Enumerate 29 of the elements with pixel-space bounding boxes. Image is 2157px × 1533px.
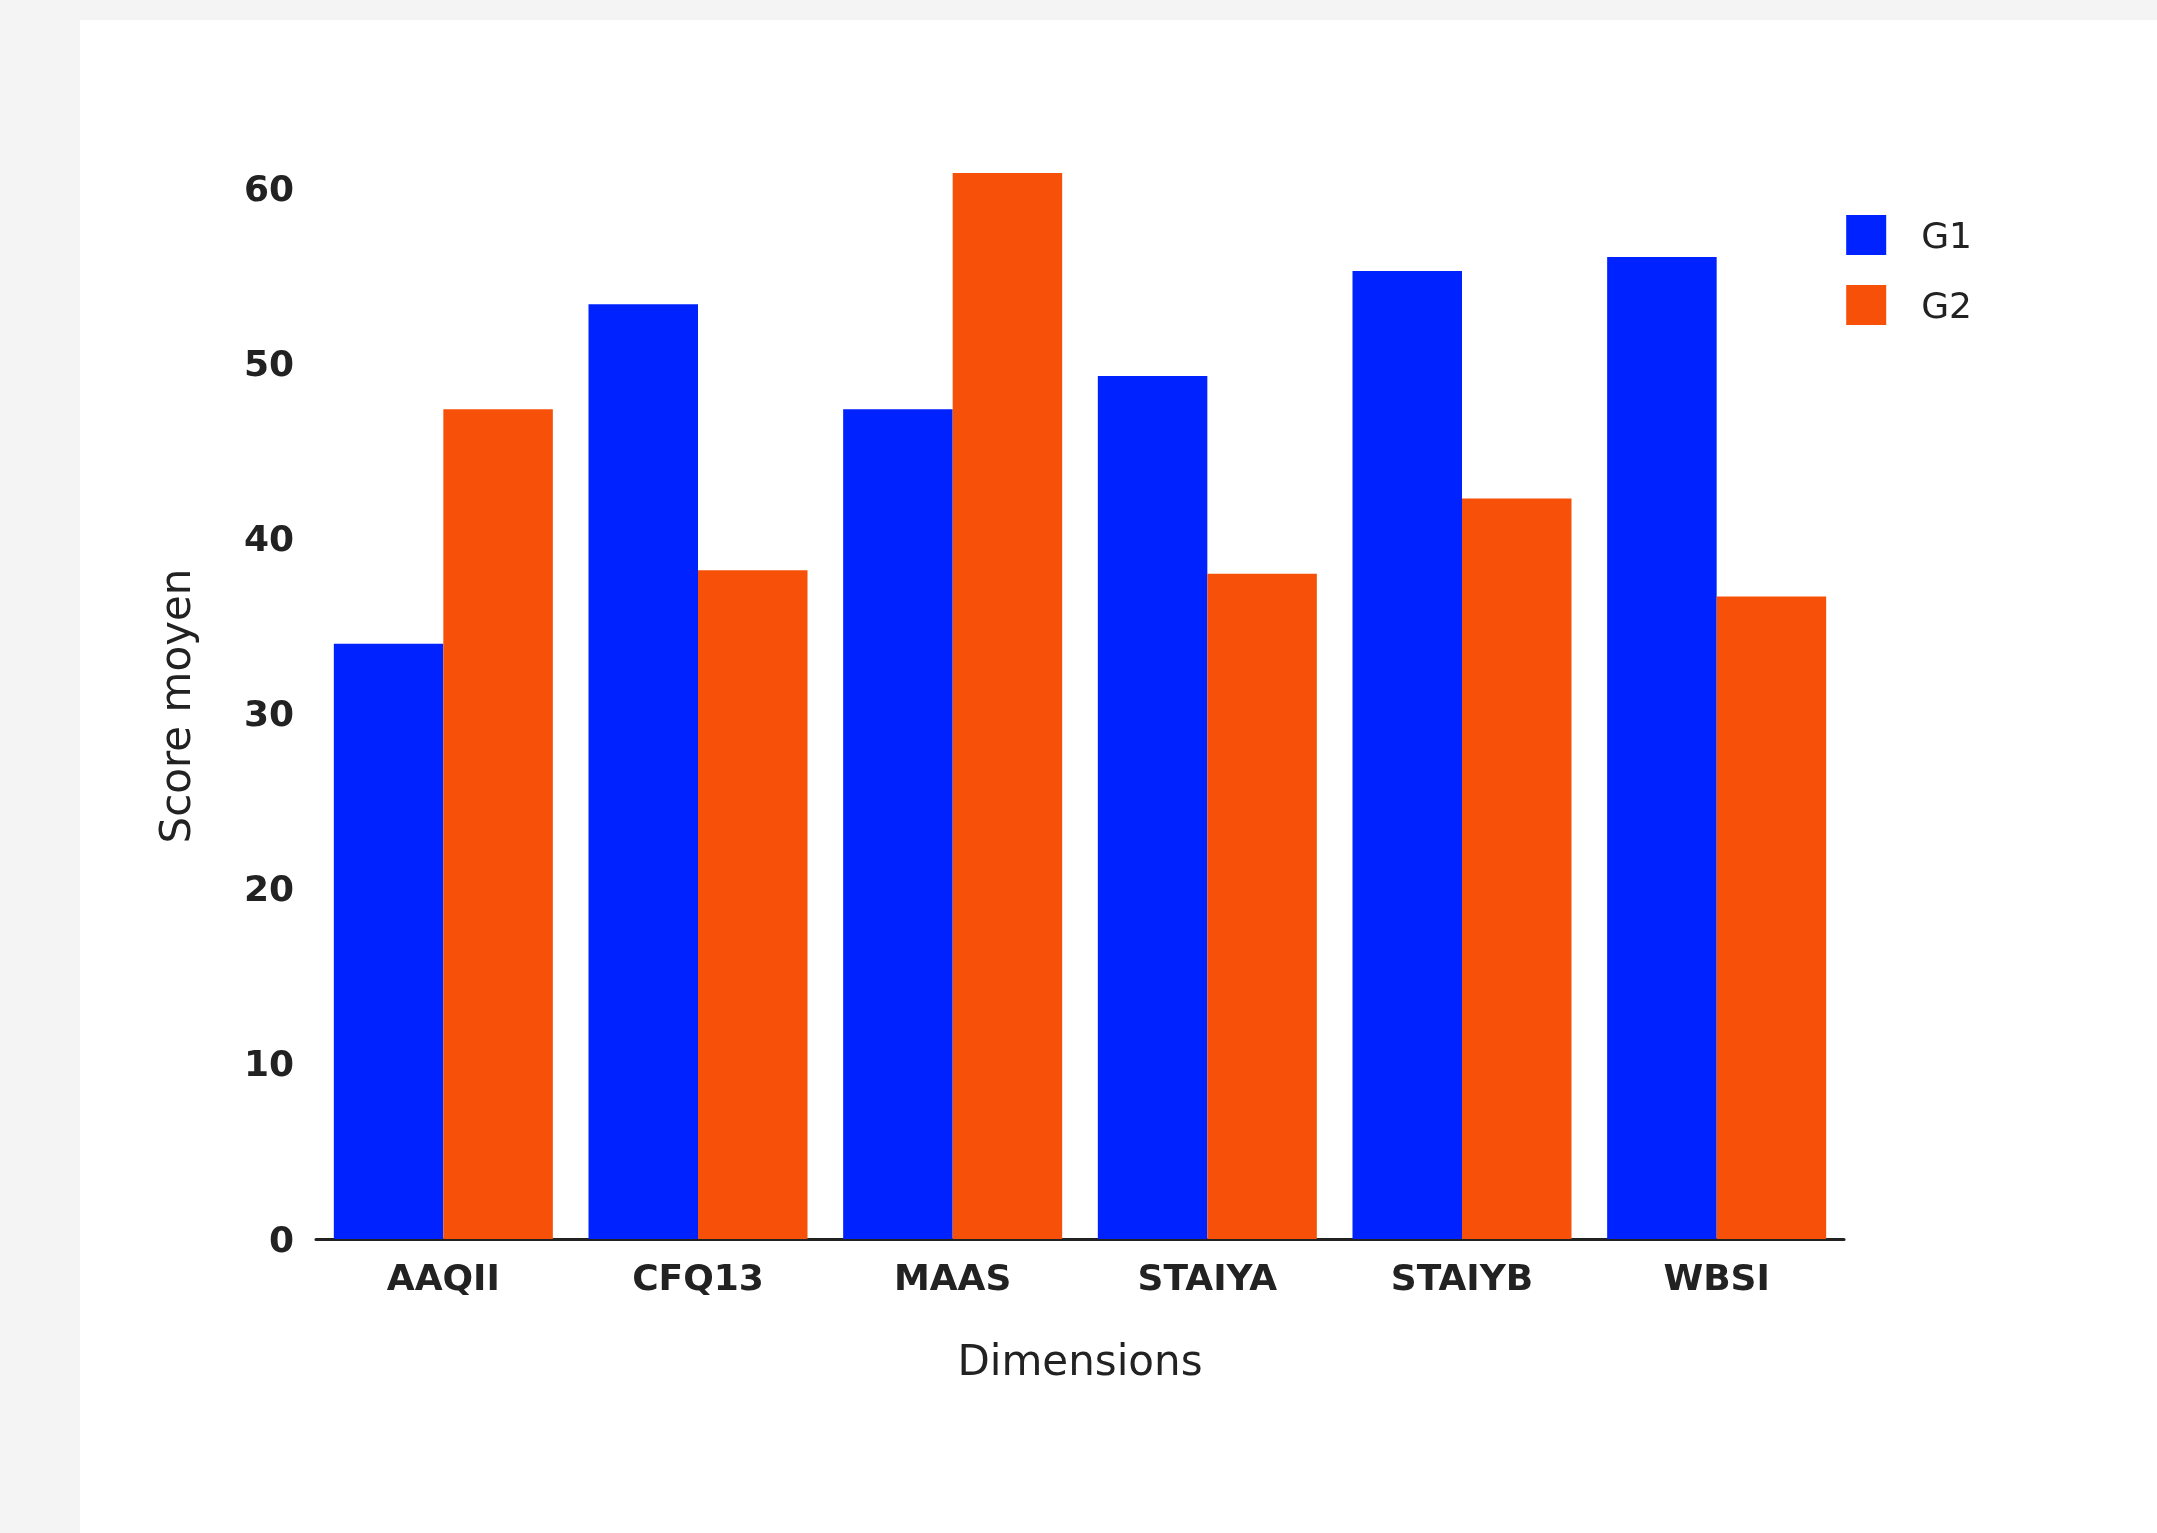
bar bbox=[588, 304, 698, 1239]
y-tick-label: 50 bbox=[243, 343, 294, 385]
legend-label: G1 bbox=[1921, 214, 1973, 256]
legend-label: G2 bbox=[1921, 284, 1973, 326]
y-tick-label: 10 bbox=[243, 1043, 294, 1085]
bar bbox=[843, 409, 953, 1239]
bar bbox=[952, 173, 1063, 1239]
x-tick-label: MAAS bbox=[893, 1256, 1012, 1298]
bar bbox=[1207, 573, 1317, 1239]
x-tick-label: AAQII bbox=[386, 1256, 500, 1298]
x-tick-label: STAIYB bbox=[1390, 1256, 1534, 1298]
x-tick-label: STAIYA bbox=[1137, 1256, 1278, 1298]
bar bbox=[1607, 257, 1717, 1239]
bar bbox=[333, 643, 444, 1239]
bar bbox=[1097, 376, 1208, 1239]
y-tick-label: 20 bbox=[243, 868, 294, 910]
x-axis-title: Dimensions bbox=[957, 1335, 1203, 1385]
bar bbox=[698, 570, 808, 1239]
bar bbox=[443, 409, 553, 1239]
y-tick-label: 0 bbox=[268, 1218, 294, 1260]
y-tick-label: 30 bbox=[243, 693, 294, 735]
bar bbox=[1462, 498, 1572, 1239]
x-tick-label: WBSI bbox=[1663, 1256, 1770, 1298]
x-tick-label: CFQ13 bbox=[632, 1256, 764, 1298]
bar bbox=[1716, 596, 1827, 1239]
bar bbox=[1352, 271, 1462, 1239]
y-tick-label: 40 bbox=[243, 518, 294, 560]
y-axis-title: Score moyen bbox=[150, 568, 200, 844]
y-tick-label: 60 bbox=[243, 168, 294, 210]
